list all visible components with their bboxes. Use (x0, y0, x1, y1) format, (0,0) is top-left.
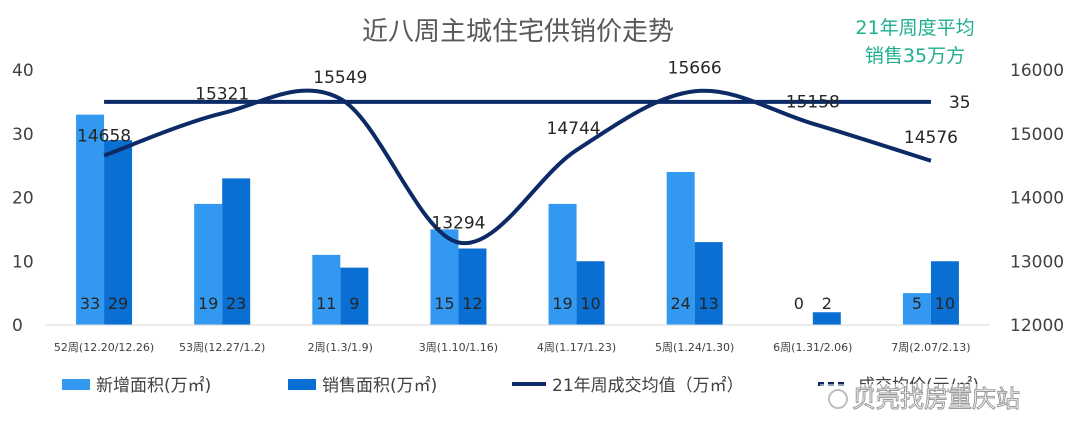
weibo-icon (828, 389, 848, 409)
chart-title: 近八周主城住宅供销价走势 (362, 17, 674, 47)
bar-data-label: 15 (434, 294, 454, 313)
bar-data-label: 12 (462, 294, 482, 313)
bar-data-label: 11 (316, 294, 336, 313)
bar (340, 267, 369, 325)
bar-data-label: 19 (198, 294, 218, 313)
price-data-label: 15321 (195, 84, 249, 104)
bar (812, 312, 841, 325)
bar (458, 248, 487, 325)
watermark-backdrop (820, 384, 1065, 414)
annotation-line-1: 21年周度平均 (855, 17, 974, 39)
bar-data-label: 33 (80, 294, 100, 313)
bar (694, 242, 723, 325)
x-tick-label: 7周(2.07/2.13) (891, 341, 970, 354)
y-left-tick-label: 40 (12, 61, 34, 81)
bar (666, 172, 695, 325)
bar-data-label: 13 (699, 294, 719, 313)
legend-label: 21年周成交均值（万㎡） (552, 376, 744, 396)
bar (548, 203, 577, 325)
average-line-label: 35 (949, 93, 971, 113)
price-line (103, 88, 932, 246)
price-data-label: 14658 (77, 127, 131, 147)
y-left-tick-label: 20 (12, 189, 34, 209)
x-tick-label: 4周(1.17/1.23) (537, 341, 616, 354)
price-data-label: 14744 (547, 119, 601, 139)
y-right-tick-label: 13000 (1010, 252, 1064, 272)
x-tick-label: 5周(1.24/1.30) (655, 341, 734, 354)
bar (430, 229, 459, 325)
y-left-tick-label: 0 (12, 316, 23, 336)
x-tick-label: 2周(1.3/1.9) (308, 341, 373, 354)
bar (222, 178, 251, 325)
y-right-tick-label: 14000 (1010, 189, 1064, 209)
bar-data-label: 5 (912, 294, 922, 313)
bar-data-label: 10 (935, 294, 955, 313)
bar (902, 293, 931, 325)
price-data-label: 15158 (786, 93, 840, 113)
bar (194, 203, 223, 325)
x-tick-label: 6周(1.31/2.06) (773, 341, 852, 354)
bar (576, 261, 605, 325)
x-tick-label: 3周(1.10/1.16) (419, 341, 498, 354)
price-data-label: 15666 (668, 58, 722, 78)
y-left-tick-label: 10 (12, 252, 34, 272)
y-right-tick-label: 12000 (1010, 316, 1064, 336)
price-data-label: 13294 (431, 214, 485, 234)
annotation-line-2: 销售35万方 (865, 45, 965, 67)
price-data-label: 15549 (313, 68, 367, 88)
legend-swatch (288, 379, 316, 390)
x-tick-label: 53周(12.27/1.2) (179, 341, 265, 354)
bar-data-label: 9 (349, 294, 359, 313)
y-right-tick-label: 15000 (1010, 125, 1064, 145)
legend-swatch (62, 379, 90, 390)
y-right-tick-label: 16000 (1010, 61, 1064, 81)
legend-label: 销售面积(万㎡) (322, 376, 437, 396)
x-tick-label: 52周(12.20/12.26) (54, 341, 154, 354)
bar (76, 114, 105, 325)
bar (104, 140, 133, 325)
bar-data-label: 23 (226, 294, 246, 313)
bar-data-label: 2 (822, 294, 832, 313)
watermark: 贝壳找房重庆站 (820, 384, 1065, 414)
bar-data-label: 10 (580, 294, 600, 313)
y-left-tick-label: 30 (12, 125, 34, 145)
watermark-text: 贝壳找房重庆站 (852, 385, 1020, 413)
bar (312, 254, 341, 325)
bar-data-label: 19 (552, 294, 572, 313)
bar-data-label: 29 (108, 294, 128, 313)
bar-data-label: 24 (671, 294, 691, 313)
legend-label: 新增面积(万㎡) (96, 376, 211, 396)
bar (930, 261, 959, 325)
price-data-label: 14576 (904, 128, 958, 148)
bar-data-label: 0 (794, 294, 804, 313)
